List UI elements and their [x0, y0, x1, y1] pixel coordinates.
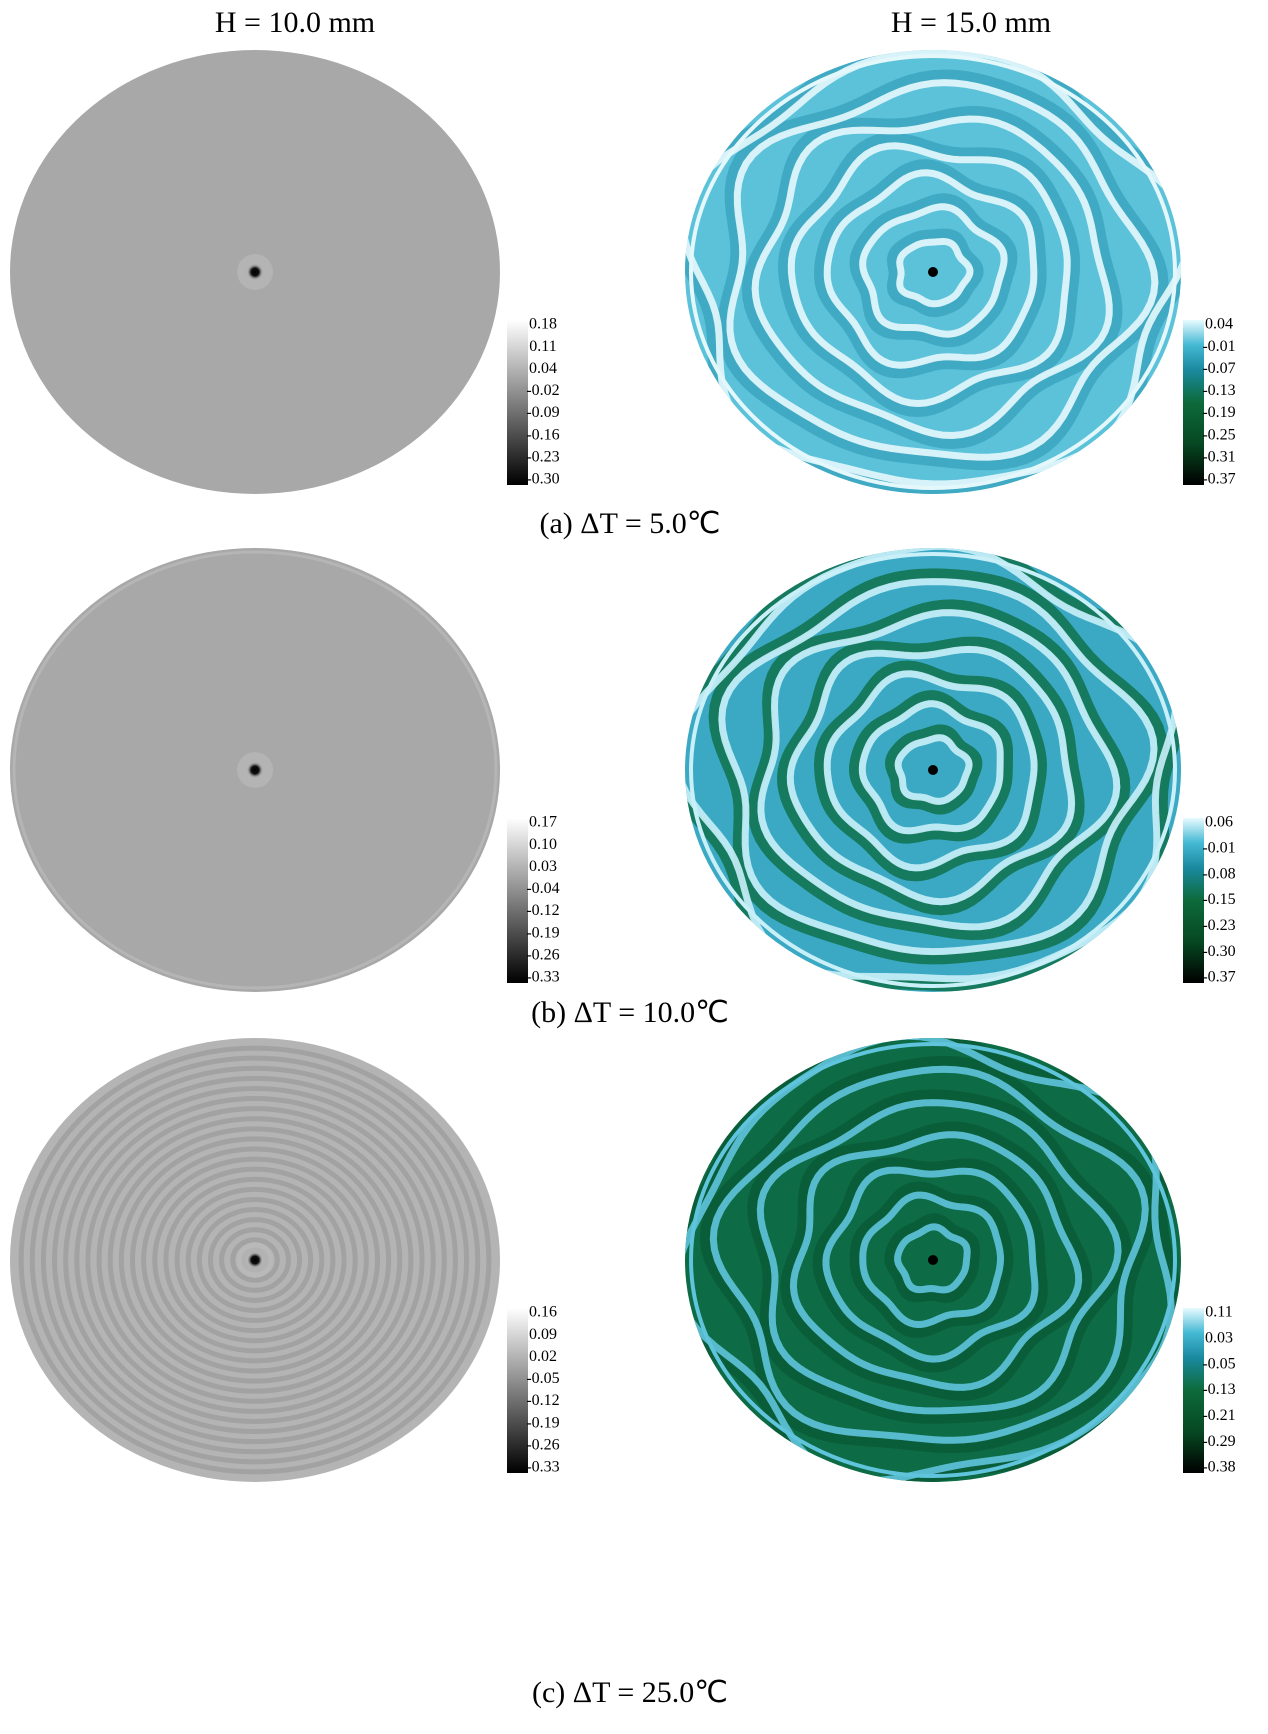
- colorbar-label: -0.23: [1202, 917, 1235, 934]
- column-header: H = 15.0 mm: [891, 6, 1051, 39]
- colorbar-label: -0.09: [526, 404, 559, 421]
- colorbar-label: 0.06: [1205, 814, 1233, 831]
- colorbar-label: 0.09: [529, 1326, 557, 1343]
- colorbar: [1183, 818, 1204, 983]
- colorbar-label: 0.18: [529, 316, 557, 333]
- caption: (b) ΔT = 10.0℃: [531, 996, 729, 1029]
- colorbar-label: 0.03: [529, 858, 557, 875]
- colorbar-label: 0.16: [529, 1304, 557, 1321]
- colorbar-label: -0.19: [526, 924, 559, 941]
- colorbar-label: -0.01: [1202, 840, 1235, 857]
- colorbar-label: -0.25: [1202, 426, 1235, 443]
- colorbar-label: -0.38: [1202, 1459, 1235, 1476]
- colorbar-label: -0.13: [1202, 382, 1235, 399]
- colorbar-label: 0.02: [529, 1348, 557, 1365]
- colorbar-label: 0.04: [1205, 316, 1233, 333]
- colorbar-label: 0.10: [529, 836, 557, 853]
- panel-left: [10, 1038, 500, 1482]
- colorbar-label: 0.04: [529, 360, 557, 377]
- colorbar-label: 0.11: [1205, 1304, 1232, 1321]
- colorbar-label: -0.37: [1202, 969, 1235, 986]
- colorbar-label: -0.33: [526, 1459, 559, 1476]
- figure: H = 10.0 mm H = 15.0 mm 0.18 0.11 0.04 -0.02 -…: [0, 0, 1268, 1734]
- column-header: H = 10.0 mm: [215, 6, 375, 39]
- panel-right: [674, 44, 1197, 494]
- colorbar-label: -0.29: [1202, 1433, 1235, 1450]
- panel-right: [669, 1028, 1181, 1489]
- colorbar-label: -0.07: [1202, 360, 1235, 377]
- panel-left: [10, 50, 500, 494]
- center-dot: [928, 765, 938, 775]
- colorbar-label: -0.12: [526, 1392, 559, 1409]
- panel-left: [10, 548, 500, 992]
- colorbar-label: -0.01: [1202, 338, 1235, 355]
- caption: (c) ΔT = 25.0℃: [532, 1676, 728, 1709]
- center-dot: [247, 1252, 263, 1268]
- center-dot: [928, 1255, 938, 1265]
- colorbar-label: -0.26: [526, 947, 559, 964]
- colorbar: [507, 320, 528, 485]
- colorbar: [507, 1308, 528, 1473]
- colorbar-label: 0.11: [529, 338, 556, 355]
- colorbar: [1183, 320, 1204, 485]
- colorbar-label: 0.17: [529, 814, 557, 831]
- colorbar-label: 0.03: [1205, 1330, 1233, 1347]
- colorbar-label: -0.05: [526, 1370, 559, 1387]
- center-dot: [247, 762, 263, 778]
- panel-right: [667, 538, 1184, 992]
- colorbar-label: -0.33: [526, 969, 559, 986]
- colorbar-label: -0.31: [1202, 449, 1235, 466]
- colorbar-label: -0.05: [1202, 1355, 1235, 1372]
- colorbar-label: -0.37: [1202, 471, 1235, 488]
- colorbar-label: -0.19: [1202, 404, 1235, 421]
- colorbar-label: -0.08: [1202, 865, 1235, 882]
- colorbar-label: -0.30: [1202, 943, 1235, 960]
- colorbar-label: -0.02: [526, 382, 559, 399]
- colorbar-label: -0.19: [526, 1414, 559, 1431]
- colorbar-label: -0.13: [1202, 1381, 1235, 1398]
- colorbar-label: -0.30: [526, 471, 559, 488]
- caption: (a) ΔT = 5.0℃: [540, 507, 721, 540]
- colorbar: [507, 818, 528, 983]
- colorbar-label: -0.12: [526, 902, 559, 919]
- colorbar-label: -0.04: [526, 880, 559, 897]
- center-dot: [247, 264, 263, 280]
- colorbar-label: -0.23: [526, 449, 559, 466]
- center-dot: [928, 267, 938, 277]
- colorbar-label: -0.21: [1202, 1407, 1235, 1424]
- colorbar-label: -0.16: [526, 426, 559, 443]
- colorbar-label: -0.26: [526, 1437, 559, 1454]
- colorbar: [1183, 1308, 1204, 1473]
- colorbar-label: -0.15: [1202, 891, 1235, 908]
